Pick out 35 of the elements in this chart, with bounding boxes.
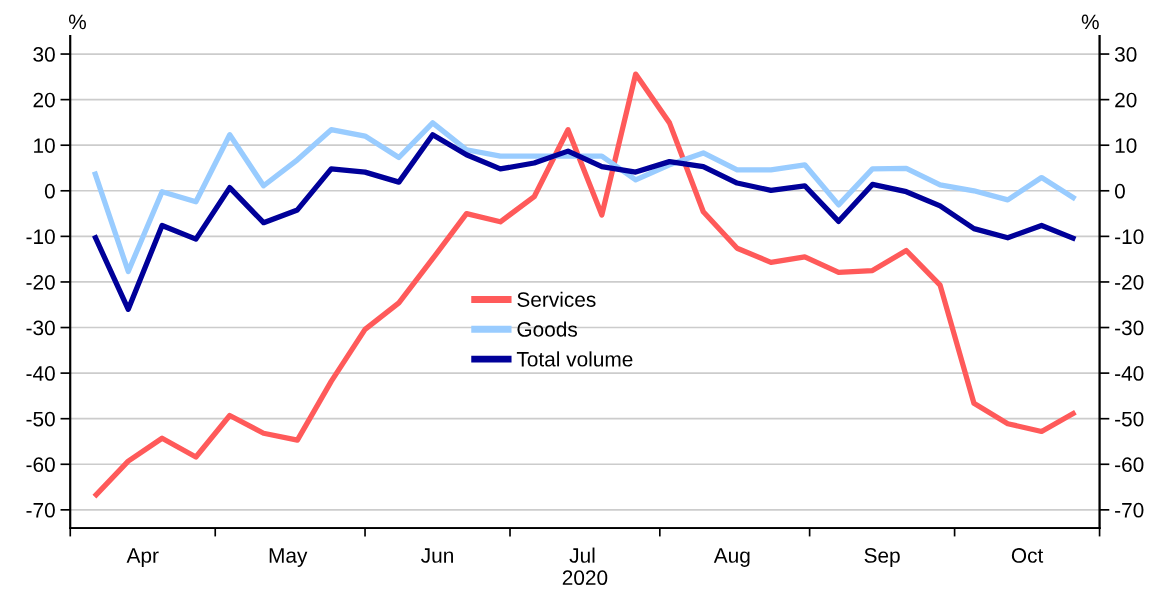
y-tick-label: 30 — [33, 47, 55, 62]
y-tick-label: -50 — [26, 411, 55, 427]
y-axis-title: % — [68, 14, 86, 30]
y-tick-label: -70 — [26, 502, 55, 518]
x-axis-title: 2020 — [562, 570, 608, 586]
y2-axis-title: % — [1081, 14, 1099, 30]
y2-tick-label: 0 — [1114, 183, 1125, 199]
y-tick-label: -20 — [26, 274, 55, 290]
y-tick-label: -10 — [26, 229, 55, 245]
y-tick-label: -40 — [26, 366, 55, 381]
y2-tick-label: -20 — [1115, 274, 1144, 290]
y2-tick-label: -30 — [1115, 320, 1144, 336]
y2-tick-label: -70 — [1115, 502, 1144, 518]
y-tick-label: 0 — [44, 183, 55, 199]
x-tick-label: Oct — [1011, 548, 1044, 563]
legend-label: Services — [517, 291, 596, 307]
legend-label: Total volume — [516, 351, 633, 367]
y2-tick-label: 30 — [1114, 47, 1137, 62]
x-tick-label: Jul — [569, 547, 595, 563]
y2-tick-label: -10 — [1115, 229, 1144, 245]
x-tick-label: Apr — [126, 548, 159, 567]
y2-tick-label: 20 — [1115, 92, 1137, 108]
y-tick-label: -60 — [26, 457, 55, 473]
x-tick-label: May — [269, 548, 308, 567]
y2-tick-label: -50 — [1115, 411, 1144, 427]
x-tick-label: Sep — [864, 548, 900, 567]
y2-tick-label: -60 — [1115, 457, 1144, 473]
y2-tick-label: -40 — [1115, 366, 1144, 381]
y-tick-label: 10 — [34, 138, 55, 153]
x-tick-label: Jun — [421, 548, 453, 563]
legend-label: Goods — [517, 321, 578, 337]
y-tick-label: 20 — [33, 92, 55, 108]
y2-tick-label: 10 — [1115, 138, 1137, 153]
y-tick-label: -30 — [26, 320, 55, 336]
x-tick-label: Aug — [713, 548, 750, 567]
